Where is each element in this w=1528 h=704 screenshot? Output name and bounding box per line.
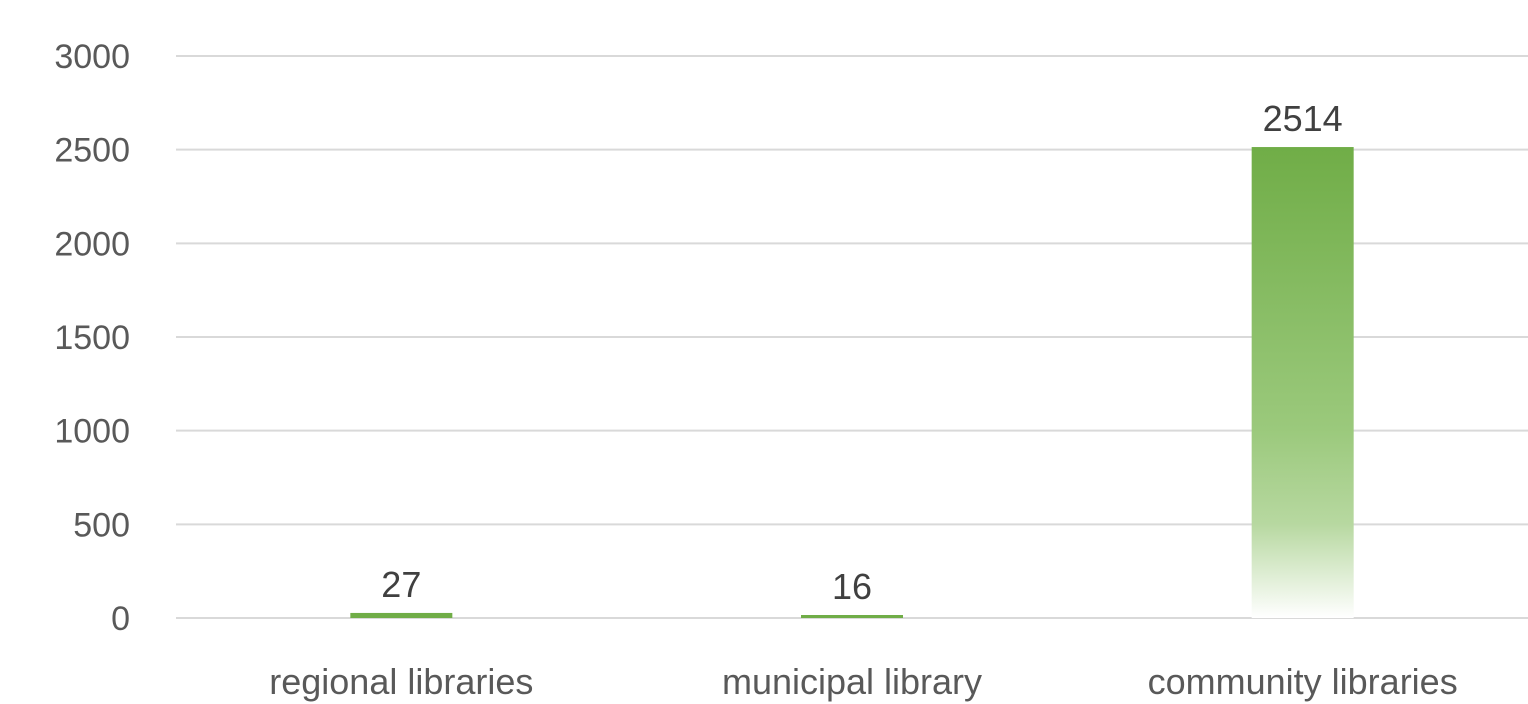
data-label: 27 <box>381 564 421 605</box>
y-tick-label: 2500 <box>54 132 130 170</box>
bars <box>350 147 1354 618</box>
data-label: 2514 <box>1263 98 1343 139</box>
y-tick-label: 500 <box>73 506 130 544</box>
bar-regional-libraries <box>350 612 453 618</box>
data-labels: 27 16 2514 <box>381 98 1342 607</box>
y-tick-label: 2000 <box>54 225 130 263</box>
x-axis-labels: regional libraries municipal library commu… <box>269 661 1457 702</box>
y-axis-ticks: 0 500 1000 1500 2000 2500 3000 <box>54 38 130 638</box>
gridlines <box>176 55 1528 619</box>
y-tick-label: 0 <box>111 600 130 638</box>
x-category-label: municipal library <box>722 661 982 702</box>
y-tick-label: 3000 <box>54 38 130 76</box>
data-label: 16 <box>832 566 872 607</box>
bar-municipal-library <box>801 615 903 618</box>
bar-community-libraries <box>1251 147 1354 618</box>
x-category-label: community libraries <box>1148 661 1458 702</box>
y-tick-label: 1500 <box>54 319 130 357</box>
y-tick-label: 1000 <box>54 413 130 451</box>
x-category-label: regional libraries <box>269 661 533 702</box>
